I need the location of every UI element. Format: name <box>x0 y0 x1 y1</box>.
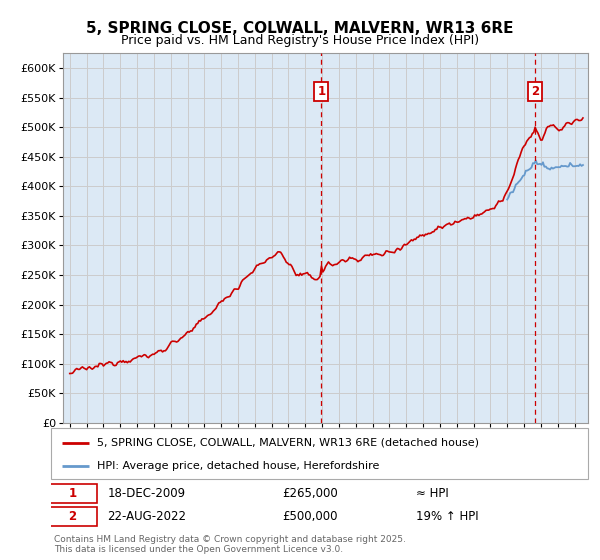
Text: 2: 2 <box>531 85 539 98</box>
Text: ≈ HPI: ≈ HPI <box>416 487 449 501</box>
Text: £265,000: £265,000 <box>282 487 338 501</box>
Text: £500,000: £500,000 <box>282 510 337 523</box>
Text: HPI: Average price, detached house, Herefordshire: HPI: Average price, detached house, Here… <box>97 461 379 471</box>
Text: 1: 1 <box>317 85 326 98</box>
Text: 5, SPRING CLOSE, COLWALL, MALVERN, WR13 6RE (detached house): 5, SPRING CLOSE, COLWALL, MALVERN, WR13 … <box>97 437 479 447</box>
Text: 2: 2 <box>68 510 77 523</box>
FancyBboxPatch shape <box>49 484 97 503</box>
Text: 1: 1 <box>68 487 77 501</box>
Text: 19% ↑ HPI: 19% ↑ HPI <box>416 510 479 523</box>
Text: 18-DEC-2009: 18-DEC-2009 <box>107 487 185 501</box>
FancyBboxPatch shape <box>49 507 97 526</box>
Text: 22-AUG-2022: 22-AUG-2022 <box>107 510 187 523</box>
Text: Contains HM Land Registry data © Crown copyright and database right 2025.
This d: Contains HM Land Registry data © Crown c… <box>54 535 406 554</box>
Text: 5, SPRING CLOSE, COLWALL, MALVERN, WR13 6RE: 5, SPRING CLOSE, COLWALL, MALVERN, WR13 … <box>86 21 514 36</box>
Text: Price paid vs. HM Land Registry's House Price Index (HPI): Price paid vs. HM Land Registry's House … <box>121 34 479 46</box>
FancyBboxPatch shape <box>51 428 588 479</box>
